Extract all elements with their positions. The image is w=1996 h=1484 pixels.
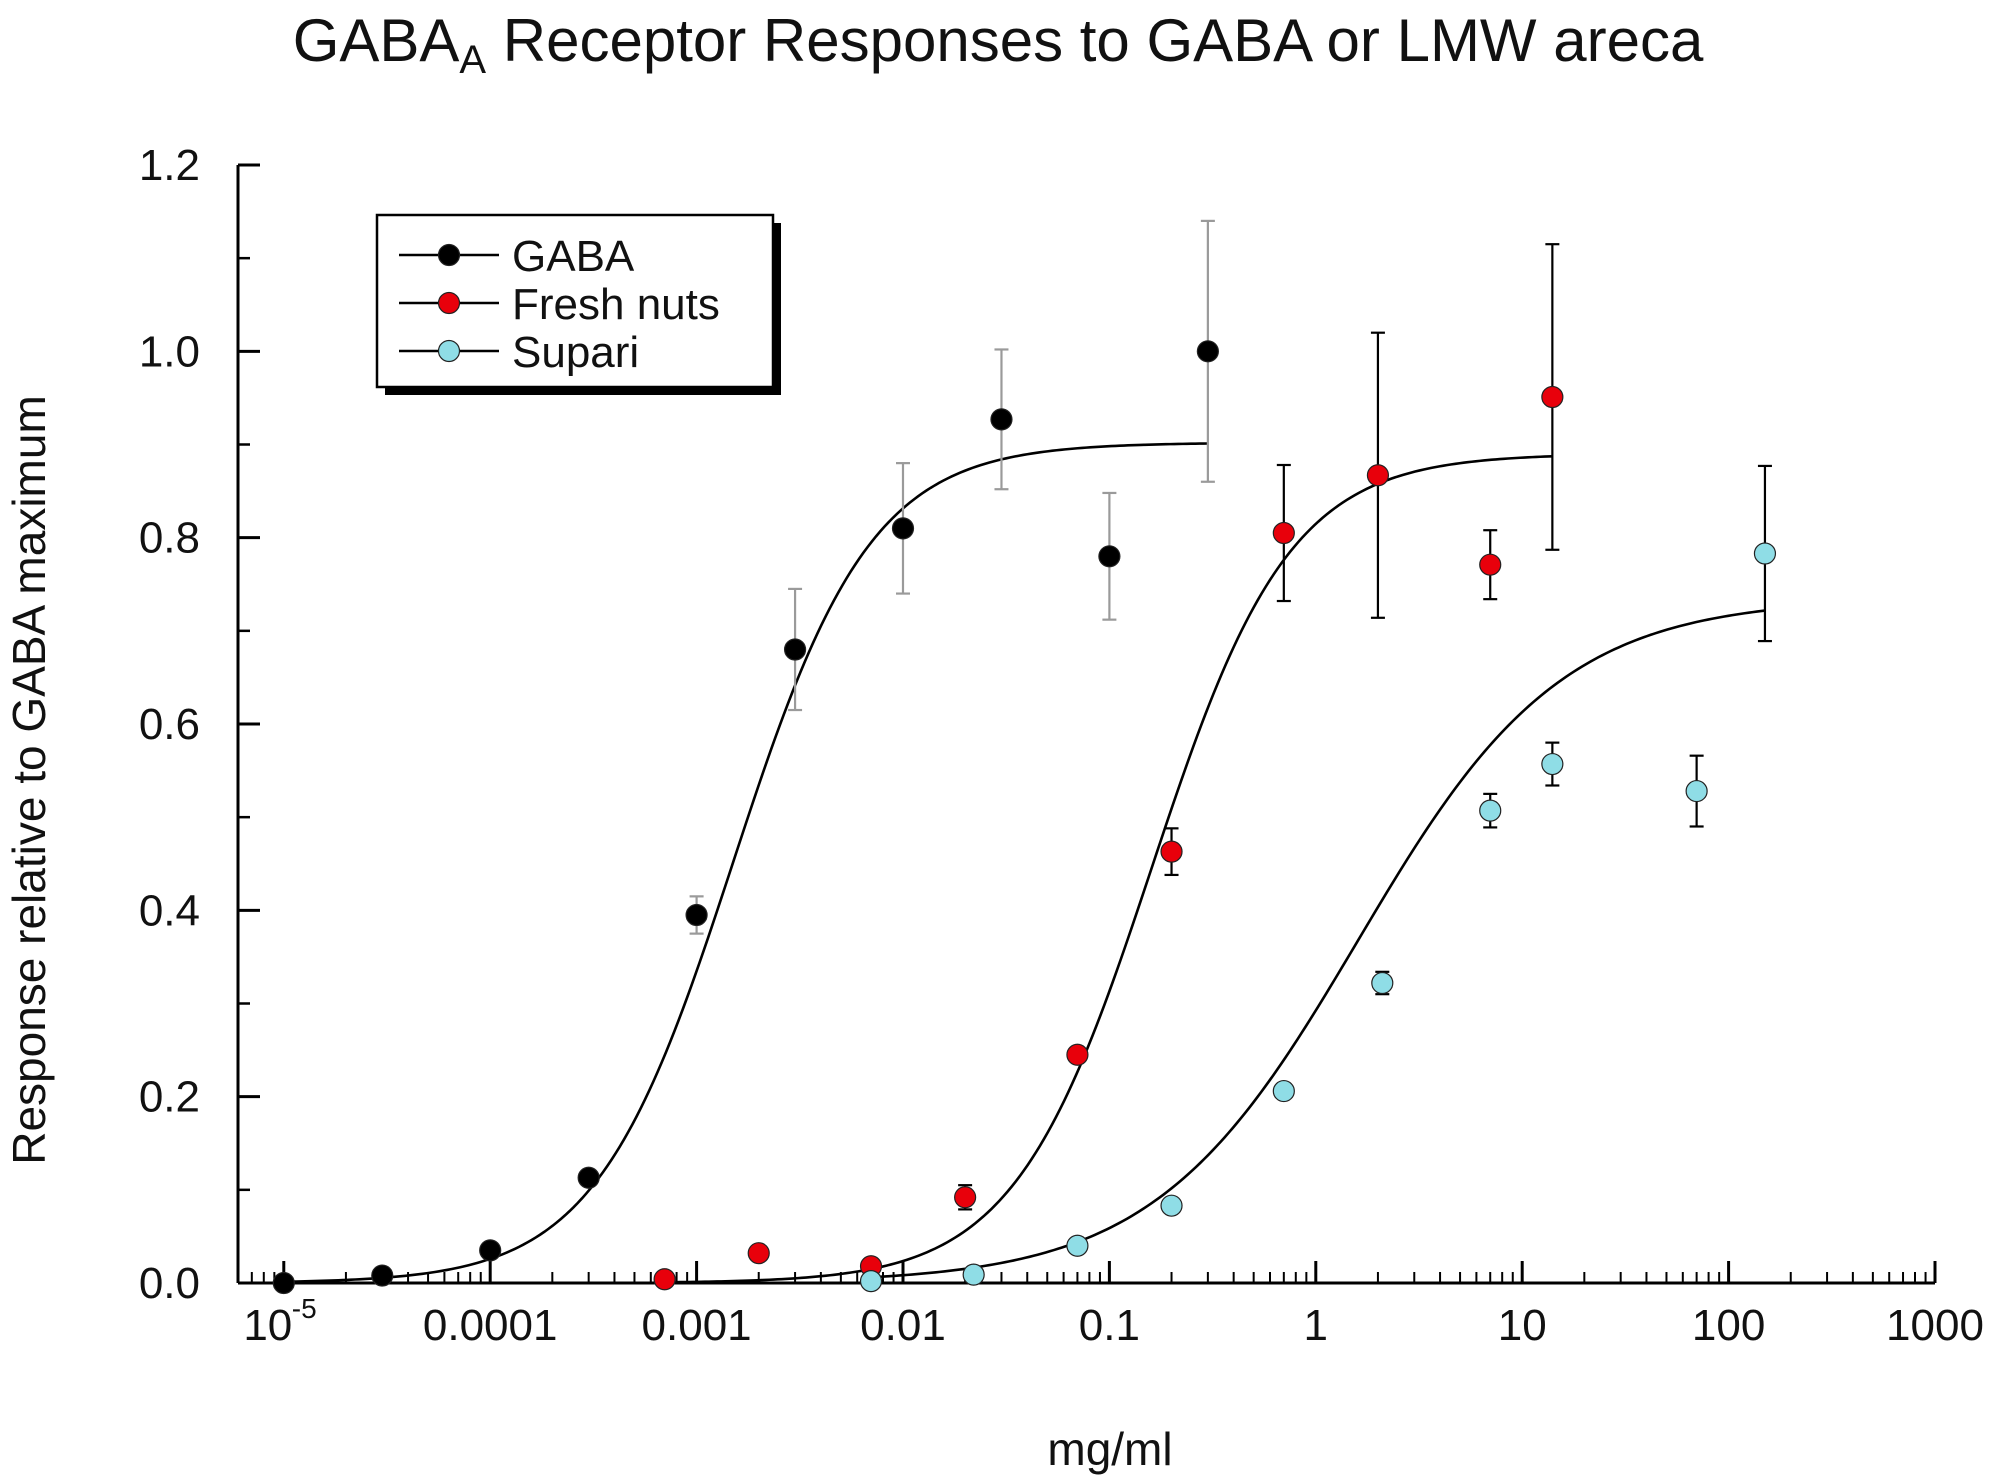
x-tick-label: 0.01	[860, 1301, 946, 1350]
data-point	[783, 638, 807, 661]
y-tick-label: 0.8	[139, 514, 200, 563]
data-point	[859, 1270, 883, 1293]
data-point	[1685, 779, 1708, 803]
data-point	[990, 408, 1013, 431]
data-point	[577, 1166, 600, 1189]
data-point	[962, 1263, 985, 1286]
data-point	[954, 1186, 977, 1209]
data-point	[1066, 1234, 1089, 1257]
data-point	[479, 1239, 502, 1262]
fit-curve-0	[283, 442, 1208, 1284]
data-point	[1753, 542, 1777, 565]
x-tick-label: 1000	[1886, 1301, 1984, 1350]
data-point	[1272, 521, 1295, 545]
data-point	[1541, 385, 1564, 409]
y-tick-label: 0.0	[139, 1259, 200, 1308]
data-point	[891, 517, 915, 540]
legend-label: Supari	[512, 328, 639, 377]
data-point	[747, 1242, 770, 1265]
y-tick-label: 0.4	[139, 886, 200, 935]
data-point	[653, 1268, 676, 1291]
legend-marker	[437, 243, 461, 267]
legend-label: GABA	[512, 232, 635, 281]
y-tick-label: 1.2	[139, 141, 200, 190]
x-tick-label: 10	[1498, 1301, 1547, 1350]
x-tick-label: 1	[1304, 1301, 1328, 1350]
x-tick-label: 10	[243, 1301, 292, 1350]
error-bars	[689, 219, 1772, 1211]
x-tick-label: 0.0001	[423, 1301, 558, 1350]
data-point	[1160, 840, 1183, 863]
data-point	[1366, 464, 1390, 487]
data-point	[1479, 553, 1502, 576]
chart-title: GABAA Receptor Responses to GABA or LMW …	[0, 6, 1996, 83]
y-axis-label: Response relative to GABA maximum	[3, 395, 55, 1165]
data-point	[371, 1264, 394, 1287]
data-point	[1479, 799, 1502, 822]
x-axis-label: mg/ml	[1047, 1423, 1172, 1475]
fit-curve-1	[664, 454, 1553, 1284]
data-point	[1098, 545, 1121, 568]
chart-title-rest: Receptor Responses to GABA or LMW areca	[486, 7, 1704, 74]
legend-label: Fresh nuts	[512, 280, 720, 329]
x-tick-label: 0.001	[642, 1301, 752, 1350]
x-tick-label: 0.1	[1079, 1301, 1140, 1350]
x-tick-label-exponent: -5	[292, 1293, 317, 1324]
data-point	[1160, 1194, 1183, 1217]
x-tick-label: 100	[1692, 1301, 1765, 1350]
legend-marker	[437, 339, 461, 363]
data-point	[1196, 340, 1219, 363]
data-points	[272, 340, 1777, 1295]
axes: 0.00.20.40.60.81.01.210 -5 0.0001 0.001 0.01…	[139, 141, 1984, 1350]
y-tick-label: 1.0	[139, 327, 200, 376]
chart-title-subscript: A	[459, 38, 487, 82]
data-point	[1371, 971, 1394, 995]
data-point	[1272, 1079, 1295, 1103]
data-point	[685, 903, 708, 927]
fit-curve-2	[870, 609, 1766, 1279]
y-tick-label: 0.2	[139, 1073, 200, 1122]
y-tick-label: 0.6	[139, 700, 200, 749]
legend-marker	[437, 291, 461, 315]
data-point	[272, 1271, 295, 1295]
chart-title-main: GABA	[292, 7, 460, 74]
fit-curves	[283, 442, 1766, 1284]
data-point	[1066, 1043, 1089, 1066]
data-point	[1541, 752, 1564, 776]
